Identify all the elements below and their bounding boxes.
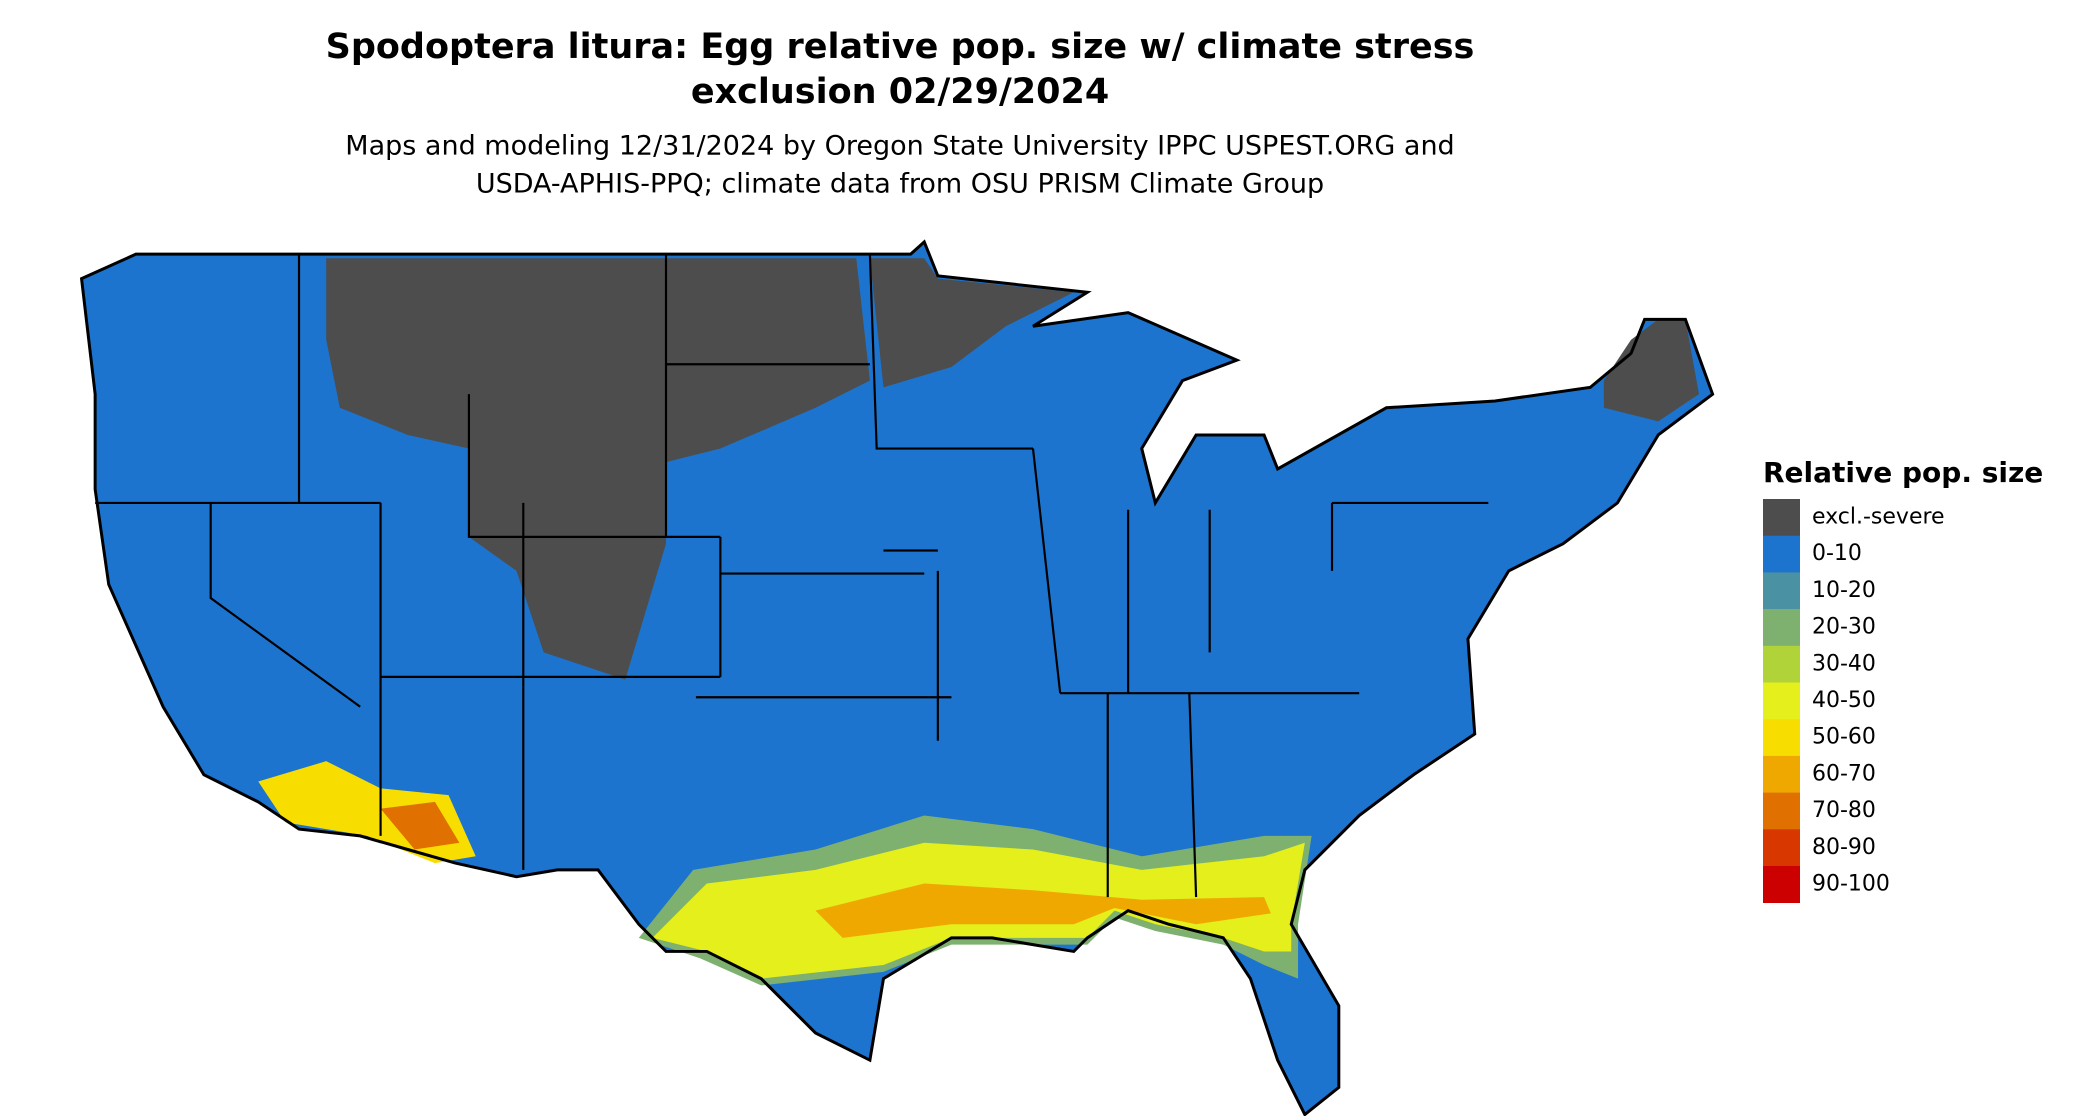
legend-label: 70-80 <box>1812 798 1876 823</box>
region-southwest-core <box>380 801 460 850</box>
legend-label: 40-50 <box>1812 688 1876 713</box>
legend-label: 30-40 <box>1812 651 1876 676</box>
legend-swatch <box>1763 535 1800 573</box>
region-excluded <box>869 258 1074 388</box>
legend-swatch <box>1763 572 1800 610</box>
legend: Relative pop. size excl.-severe 0-10 10-20… <box>1763 456 2043 903</box>
legend-swatch <box>1763 682 1800 720</box>
title-line: Spodoptera litura: Egg relative pop. siz… <box>326 27 1475 67</box>
legend-swatch <box>1763 792 1800 830</box>
region-excluded <box>1603 319 1699 422</box>
subtitle-line: USDA-APHIS-PPQ; climate data from OSU PR… <box>476 169 1324 200</box>
legend-label: excl.-severe <box>1812 505 1945 530</box>
legend-swatch <box>1763 609 1800 647</box>
legend-label: 0-10 <box>1812 541 1862 566</box>
legend-label: 80-90 <box>1812 835 1876 860</box>
title-line: exclusion 02/29/2024 <box>691 72 1109 112</box>
legend-swatch <box>1763 866 1800 903</box>
country-outline <box>79 239 1715 1117</box>
legend-label: 10-20 <box>1812 578 1876 603</box>
legend-label: 60-70 <box>1812 761 1876 786</box>
legend-swatch <box>1763 719 1800 757</box>
legend-swatch <box>1763 755 1800 793</box>
legend-swatch <box>1763 829 1800 867</box>
legend-label: 20-30 <box>1812 615 1876 640</box>
legend-label: 90-100 <box>1812 872 1890 897</box>
region-core <box>815 883 1271 938</box>
subtitle-line: Maps and modeling 12/31/2024 by Oregon S… <box>345 131 1454 162</box>
legend-swatch <box>1763 499 1800 536</box>
legend-label: 50-60 <box>1812 725 1876 750</box>
legend-swatch <box>1763 645 1800 683</box>
state-lines <box>95 254 1489 898</box>
us-map <box>79 239 1715 1117</box>
legend-title: Relative pop. size <box>1763 456 2043 489</box>
